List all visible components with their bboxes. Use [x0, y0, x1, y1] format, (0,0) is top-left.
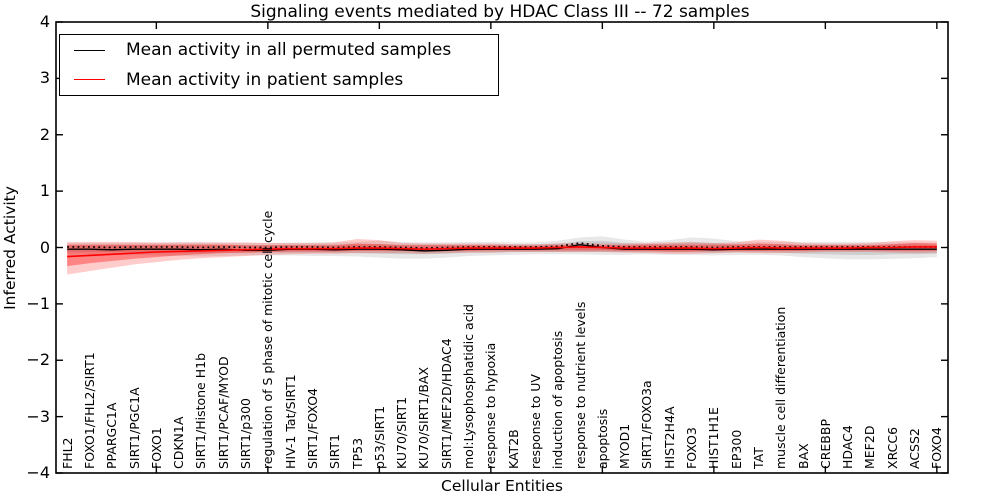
line-permuted-mean — [67, 243, 937, 252]
x-tick-label: induction of apoptosis — [550, 330, 566, 469]
x-tick-label: XRCC6 — [884, 426, 900, 469]
x-tick-label: regulation of S phase of mitotic cell cy… — [260, 210, 276, 469]
x-tick-label: response to UV — [527, 374, 543, 469]
x-tick-label: SIRT1/MEF2D/HDAC4 — [438, 338, 454, 469]
x-tick-label: SIRT1/FOXO3a — [639, 380, 655, 469]
legend-line-sample-red — [74, 79, 105, 81]
x-axis-label: Cellular Entities — [441, 477, 563, 495]
x-tick-label: TAT — [750, 447, 766, 469]
x-tick-label: TP53 — [349, 437, 365, 469]
x-tick-label: FOXO4 — [929, 427, 945, 469]
x-tick-label: FOXO1/FHL2/SIRT1 — [81, 352, 97, 469]
legend-line-sample-black — [74, 49, 105, 51]
x-tick-label: FOXO1 — [148, 427, 164, 469]
x-tick-label: MYOD1 — [617, 423, 633, 469]
y-tick-label: 1 — [39, 181, 50, 201]
x-tick-label: KAT2B — [505, 429, 521, 469]
x-tick-label: SIRT1 — [327, 434, 343, 469]
x-tick-label: ACSS2 — [907, 428, 923, 469]
y-tick-label: 2 — [39, 124, 50, 144]
x-tick-label: HIST2H4A — [661, 406, 677, 469]
y-tick-label: −2 — [26, 350, 50, 370]
y-tick-label: 0 — [39, 237, 50, 257]
legend-label-permuted: Mean activity in all permuted samples — [126, 40, 452, 61]
x-tick-label: HIST1H1E — [706, 407, 722, 469]
x-tick-label: muscle cell differentiation — [773, 306, 789, 469]
x-tick-label: KU70/SIRT1 — [394, 396, 410, 469]
x-tick-label: KU70/SIRT1/BAX — [416, 366, 432, 469]
x-tick-label: PPARGC1A — [104, 402, 120, 469]
x-tick-label: SIRT1/PCAF/MYOD — [215, 356, 231, 469]
x-tick-label: SIRT1/p300 — [238, 398, 254, 469]
line-patient-mean — [67, 246, 937, 258]
y-tick-label: −1 — [26, 293, 50, 313]
x-tick-label: FOXO3 — [684, 427, 700, 469]
x-tick-label: SIRT1/Histone H1b — [193, 352, 209, 469]
x-tick-label: BAX — [795, 443, 811, 469]
legend: Mean activity in all permuted samples Me… — [59, 34, 499, 96]
axes-spines — [55, 21, 949, 474]
y-tick-label: 4 — [39, 12, 50, 31]
x-tick-label: HIV-1 Tat/SIRT1 — [282, 374, 298, 469]
x-tick-label: apoptosis — [594, 408, 610, 469]
x-tick-label: CDKN1A — [171, 416, 187, 469]
y-tick-label: 3 — [39, 68, 50, 88]
x-tick-label: HDAC4 — [840, 425, 856, 469]
x-tick-label: EP300 — [728, 429, 744, 469]
chart-title: Signaling events mediated by HDAC Class … — [250, 2, 750, 22]
legend-entry-permuted: Mean activity in all permuted samples — [60, 36, 498, 64]
x-tick-label: mol:Lysophosphatidic acid — [461, 304, 477, 469]
legend-entry-patient: Mean activity in patient samples — [60, 66, 498, 94]
x-tick-label: response to nutrient levels — [572, 301, 588, 469]
x-tick-label: CREBBP — [817, 419, 833, 469]
x-tick-label: MEF2D — [862, 425, 878, 469]
x-tick-label: FHL2 — [59, 437, 75, 469]
legend-label-patient: Mean activity in patient samples — [126, 69, 404, 90]
y-tick-label: −4 — [26, 463, 50, 482]
y-tick-label: −3 — [26, 406, 50, 426]
x-tick-label: response to hypoxia — [483, 342, 499, 469]
x-tick-label: SIRT1/PGC1A — [126, 387, 142, 469]
x-tick-label: p53/SIRT1 — [371, 405, 387, 469]
x-tick-label: SIRT1/FOXO4 — [304, 388, 320, 469]
